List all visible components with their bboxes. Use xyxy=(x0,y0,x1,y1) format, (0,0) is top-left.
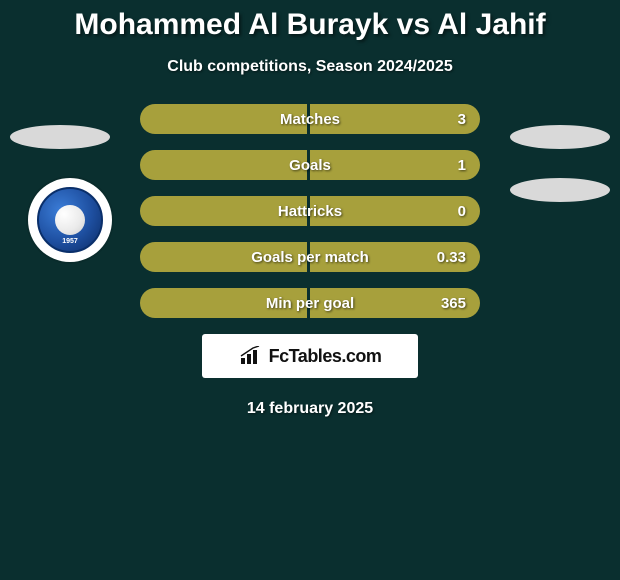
stat-label: Hattricks xyxy=(140,196,480,226)
club-logo-inner: 1957 xyxy=(37,187,103,253)
player-slot-left xyxy=(10,125,110,149)
stat-value-right: 0 xyxy=(444,196,480,226)
footer-brand-box: FcTables.com xyxy=(202,334,418,378)
stat-value-left xyxy=(140,104,168,134)
stat-value-left xyxy=(140,150,168,180)
player-slot-right xyxy=(510,178,610,202)
soccer-ball-icon xyxy=(55,205,85,235)
club-logo-year: 1957 xyxy=(39,238,101,245)
stat-value-right: 365 xyxy=(427,288,480,318)
stat-value-right: 1 xyxy=(444,150,480,180)
stat-row: Goals per match0.33 xyxy=(140,242,480,272)
stat-value-right: 0.33 xyxy=(423,242,480,272)
stat-value-right: 3 xyxy=(444,104,480,134)
date-label: 14 february 2025 xyxy=(0,400,620,418)
stat-row: Matches3 xyxy=(140,104,480,134)
bar-chart-icon xyxy=(239,346,263,366)
stat-row: Hattricks0 xyxy=(140,196,480,226)
stat-value-left xyxy=(140,242,168,272)
comparison-card: Mohammed Al Burayk vs Al Jahif Club comp… xyxy=(0,0,620,580)
page-title: Mohammed Al Burayk vs Al Jahif xyxy=(0,0,620,42)
stat-label: Matches xyxy=(140,104,480,134)
player-slot-right xyxy=(510,125,610,149)
stat-label: Goals xyxy=(140,150,480,180)
stat-value-left xyxy=(140,288,168,318)
stat-value-left xyxy=(140,196,168,226)
footer-brand-text: FcTables.com xyxy=(269,346,382,367)
stat-row: Goals1 xyxy=(140,150,480,180)
stat-row: Min per goal365 xyxy=(140,288,480,318)
page-subtitle: Club competitions, Season 2024/2025 xyxy=(0,58,620,76)
club-logo: 1957 xyxy=(28,178,112,262)
